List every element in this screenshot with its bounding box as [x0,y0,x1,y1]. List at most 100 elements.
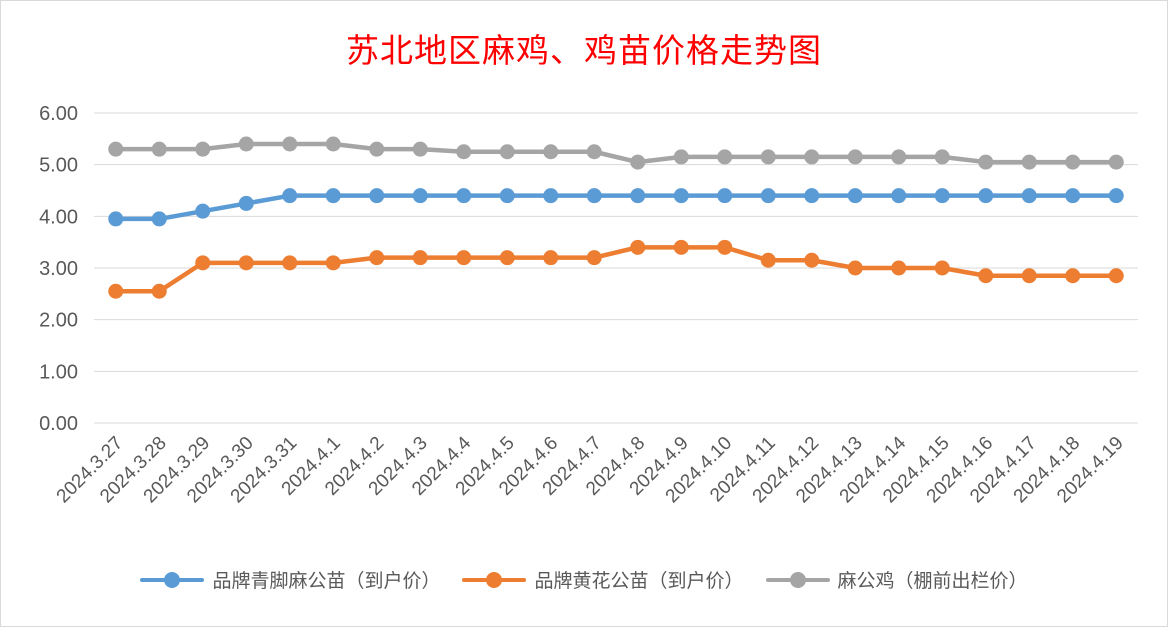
data-point [760,188,776,204]
legend-item-2: 品牌黄花公苗（到户价） [462,566,744,593]
data-point [151,211,167,227]
data-point [325,136,341,152]
data-point [586,250,602,266]
data-point [847,188,863,204]
data-point [238,136,254,152]
y-axis-ticks: 0.00 1.00 2.00 3.00 4.00 5.00 6.00 [39,103,78,435]
data-point [1108,188,1124,204]
data-point [151,141,167,157]
data-point [282,255,298,271]
data-point [151,283,167,299]
y-tick-label: 2.00 [39,310,78,332]
legend-item-1: 品牌青脚麻公苗（到户价） [140,566,440,593]
gridlines [94,112,1138,424]
data-point [934,260,950,276]
data-point [586,188,602,204]
data-point [195,203,211,219]
y-tick-label: 1.00 [39,361,78,383]
data-point [108,211,124,227]
data-point [238,255,254,271]
series-line [113,245,1119,294]
data-point [369,250,385,266]
data-point [760,252,776,268]
data-point [108,141,124,157]
data-point [717,188,733,204]
data-point [630,154,646,170]
data-point [1021,154,1037,170]
y-tick-label: 5.00 [39,155,78,177]
data-point [804,188,820,204]
legend-item-3: 麻公鸡（棚前出栏价） [765,566,1028,593]
data-point [1065,188,1081,204]
data-point [499,250,515,266]
data-point [630,239,646,255]
data-point [325,188,341,204]
data-point [412,188,428,204]
data-point [804,252,820,268]
data-point [369,188,385,204]
data-point [456,250,472,266]
data-point [760,149,776,165]
data-point [282,188,298,204]
legend-swatch [765,571,830,588]
data-point [499,188,515,204]
data-point [717,149,733,165]
chart-title: 苏北地区麻鸡、鸡苗价格走势图 [346,31,822,70]
data-point [934,188,950,204]
legend-label: 品牌青脚麻公苗（到户价） [212,570,441,592]
series-line [113,193,1119,222]
data-point [1108,268,1124,284]
legend-swatch [140,571,205,588]
y-tick-label: 3.00 [39,258,78,280]
y-tick-label: 4.00 [39,206,78,228]
data-point [1065,268,1081,284]
data-point [673,188,689,204]
data-point [630,188,646,204]
data-point [195,255,211,271]
series-layer [108,136,1124,299]
data-point [1108,154,1124,170]
data-point [543,188,559,204]
data-point [456,188,472,204]
legend-label: 麻公鸡（棚前出栏价） [837,570,1028,592]
series-1 [108,188,1124,227]
data-point [1065,154,1081,170]
data-point [108,283,124,299]
data-point [673,239,689,255]
data-point [673,149,689,165]
data-point [891,260,907,276]
legend-label: 品牌黄花公苗（到户价） [534,570,744,592]
data-point [412,141,428,157]
legend: 品牌青脚麻公苗（到户价） 品牌黄花公苗（到户价） 麻公鸡（棚前出栏价） [0,566,1168,593]
data-point [586,144,602,160]
data-point [978,154,994,170]
data-point [456,144,472,160]
data-point [325,255,341,271]
data-point [1021,268,1037,284]
data-point [847,260,863,276]
data-point [847,149,863,165]
data-point [369,141,385,157]
data-point [543,144,559,160]
y-tick-label: 6.00 [39,103,78,125]
x-axis-ticks: 2024.3.272024.3.282024.3.292024.3.302024… [53,432,1128,507]
data-point [891,188,907,204]
y-tick-label: 0.00 [39,413,78,435]
series-2 [108,239,1124,299]
data-point [499,144,515,160]
series-3 [108,136,1124,170]
data-point [804,149,820,165]
series-line [113,141,1119,165]
data-point [238,195,254,211]
legend-swatch [462,571,527,588]
data-point [978,188,994,204]
data-point [282,136,298,152]
data-point [543,250,559,266]
data-point [195,141,211,157]
data-point [978,268,994,284]
data-point [1021,188,1037,204]
data-point [717,239,733,255]
data-point [891,149,907,165]
data-point [412,250,428,266]
